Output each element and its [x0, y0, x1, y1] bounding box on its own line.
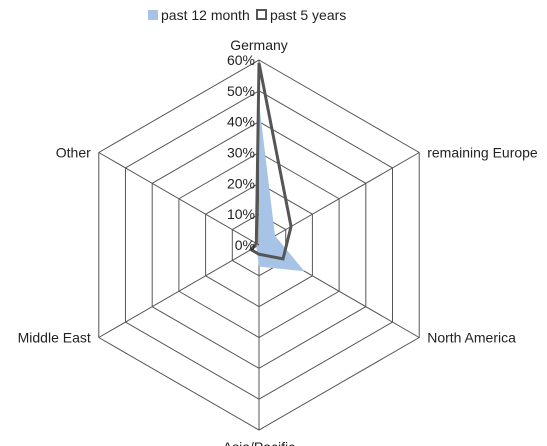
tick-label: 60% [227, 52, 255, 68]
legend-label-past-5-years: past 5 years [270, 7, 346, 23]
category-label-germany: Germany [230, 37, 288, 53]
legend: past 12 month past 5 years [148, 7, 346, 23]
category-label-middle-east: Middle East [18, 330, 91, 346]
legend-label-past-12-month: past 12 month [161, 7, 250, 23]
tick-label: 50% [227, 83, 255, 99]
radar-tick-labels: 0% 10% 20% 30% 40% 50% 60% [227, 52, 255, 253]
category-label-remaining-europe: remaining Europe [427, 145, 538, 161]
tick-label: 30% [227, 145, 255, 161]
category-label-north-america: North America [427, 330, 516, 346]
grid-spoke [98, 244, 260, 338]
tick-label: 40% [227, 114, 255, 130]
series-area-past-12-month [256, 103, 305, 272]
tick-label: 20% [227, 175, 255, 191]
series-line-past-5-years [248, 62, 293, 261]
legend-swatch-past-12-month [148, 10, 158, 20]
tick-label: 0% [235, 237, 255, 253]
radar-series [248, 62, 305, 272]
legend-swatch-past-5-years [256, 9, 267, 20]
grid-spoke [258, 152, 420, 246]
grid-spoke [98, 152, 260, 246]
radar-grid [98, 59, 420, 431]
category-label-other: Other [56, 145, 91, 161]
tick-label: 10% [227, 206, 255, 222]
category-label-asia-pacific: Asia/Pacific [223, 439, 295, 446]
radar-category-labels: Germany remaining Europe North America Asia… [18, 37, 538, 446]
